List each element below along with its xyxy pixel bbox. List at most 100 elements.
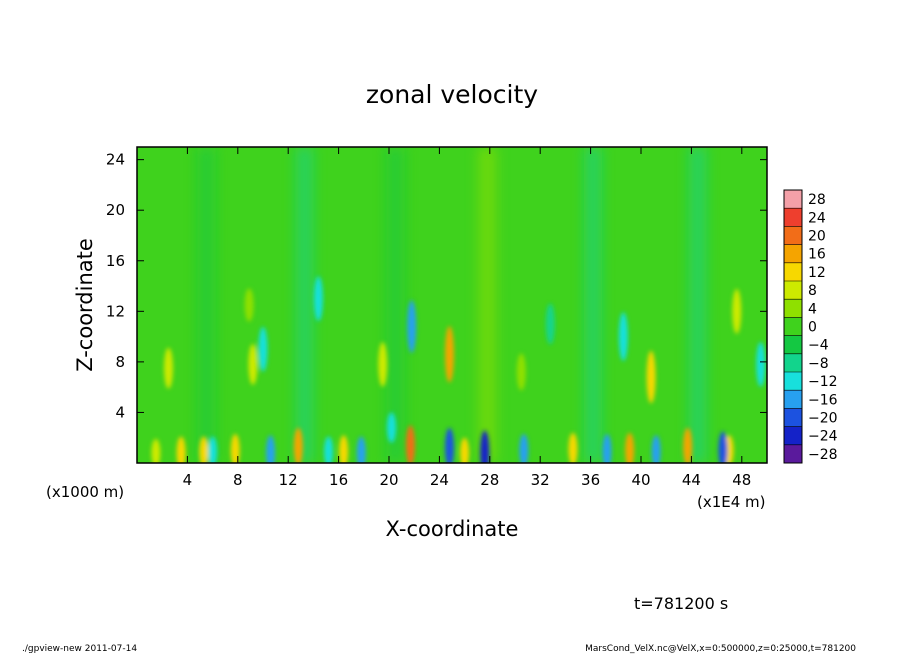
heatmap-feature: [625, 432, 635, 463]
heatmap-feature: [324, 436, 334, 463]
heatmap-feature: [164, 347, 173, 389]
heatmap-band: [386, 147, 405, 463]
heatmap-band: [688, 147, 707, 463]
heatmap-feature: [293, 427, 303, 463]
colorbar-swatch: [784, 244, 802, 263]
colorbar-label: 16: [808, 247, 826, 263]
heatmap-band: [478, 147, 497, 463]
heatmap-feature: [339, 435, 349, 463]
heatmap-feature: [646, 350, 656, 404]
colorbar-swatch: [784, 372, 802, 391]
x-tick-label: 4: [183, 471, 193, 489]
colorbar-label: 28: [808, 192, 826, 208]
heatmap-feature: [444, 326, 454, 383]
x-tick-label: 32: [531, 471, 550, 489]
x-axis-ticks: 4 8 12 16 20 24 28 32 36 40 44 48: [183, 147, 751, 489]
colorbar-swatch: [784, 353, 802, 372]
heatmap-feature: [516, 353, 526, 391]
heatmap-feature: [618, 312, 628, 361]
x-tick-label: 36: [581, 471, 600, 489]
y-tick-label: 16: [106, 252, 125, 270]
heatmap-feature: [519, 433, 529, 463]
colorbar-label: −8: [808, 356, 829, 372]
colorbar-swatch: [784, 426, 802, 445]
heatmap-band: [295, 147, 314, 463]
colorbar-label: −16: [808, 392, 838, 408]
colorbar-label: −12: [808, 374, 838, 390]
x-tick-label: 28: [480, 471, 499, 489]
time-annotation: t=781200 s: [634, 594, 728, 613]
colorbar-label: 4: [808, 301, 817, 317]
colorbar-swatch: [784, 390, 802, 409]
heatmap-feature: [568, 432, 578, 463]
colorbar-swatch: [784, 226, 802, 245]
x-axis-label: X-coordinate: [386, 517, 519, 541]
colorbar-swatch: [784, 408, 802, 427]
colorbar-label: −24: [808, 429, 838, 445]
heatmap-background: [137, 147, 767, 463]
heatmap-feature: [651, 435, 661, 463]
colorbar-swatch: [784, 299, 802, 318]
colorbar-swatch: [784, 208, 802, 227]
heatmap-feature: [756, 342, 766, 387]
heatmap-feature: [387, 412, 397, 443]
heatmap-feature: [718, 431, 728, 463]
y-unit-label: (x1000 m): [46, 483, 124, 501]
heatmap-feature: [683, 427, 693, 463]
heatmap-feature: [545, 303, 555, 345]
chart-title: zonal velocity: [366, 80, 538, 109]
heatmap-feature: [405, 425, 415, 463]
heatmap-feature: [230, 433, 240, 463]
x-unit-label: (x1E4 m): [697, 493, 766, 511]
colorbar-swatch: [784, 317, 802, 336]
x-tick-label: 12: [279, 471, 298, 489]
heatmap-band: [584, 147, 603, 463]
heatmap-feature: [732, 288, 742, 334]
y-axis-ticks: 4 8 12 16 20 24: [106, 151, 767, 421]
heatmap-bands: [197, 147, 707, 463]
colorbar-label: 20: [808, 229, 826, 245]
colorbar: 28 24 20 16 12 8 4 0 −4 −8 −12 −16 −20 −24 −28: [783, 189, 838, 464]
colorbar-swatch: [784, 262, 802, 281]
heatmap-feature: [444, 427, 454, 463]
y-tick-label: 12: [106, 302, 125, 320]
colorbar-label: −4: [808, 338, 829, 354]
colorbar-frame: [783, 189, 803, 464]
y-tick-label: 24: [106, 151, 125, 169]
x-tick-label: 16: [329, 471, 348, 489]
y-tick-label: 4: [115, 403, 125, 421]
colorbar-label: −28: [808, 447, 838, 463]
colorbar-label: −20: [808, 411, 838, 427]
x-tick-label: 44: [682, 471, 701, 489]
heatmap-feature: [266, 435, 276, 463]
x-tick-label: 20: [379, 471, 398, 489]
heatmap-features: [151, 276, 766, 463]
heatmap-feature: [258, 326, 268, 372]
heatmap-feature: [602, 434, 612, 463]
y-axis-label: Z-coordinate: [73, 238, 97, 372]
x-tick-label: 8: [233, 471, 243, 489]
heatmap-feature: [199, 436, 209, 463]
heatmap-feature: [313, 276, 323, 322]
heatmap-feature: [176, 436, 186, 463]
heatmap-feature: [248, 343, 258, 385]
footer-right: MarsCond_VelX.nc@VelX,x=0:500000,z=0:250…: [585, 644, 856, 654]
x-tick-label: 24: [430, 471, 449, 489]
heatmap-feature: [378, 342, 388, 387]
heatmap-feature: [208, 436, 218, 463]
colorbar-label: 0: [808, 320, 817, 336]
x-tick-label: 40: [631, 471, 650, 489]
footer-left: ./gpview-new 2011-07-14: [22, 644, 137, 654]
colorbar-label: 24: [808, 210, 826, 226]
heatmap-feature: [460, 437, 470, 463]
heatmap-feature: [151, 438, 161, 463]
heatmap-band: [197, 147, 216, 463]
x-tick-label: 48: [732, 471, 751, 489]
colorbar-swatch: [784, 190, 802, 209]
heatmap-feature: [407, 300, 417, 353]
heatmap-feature: [244, 288, 254, 322]
heatmap-feature: [480, 430, 490, 463]
heatmap-feature: [356, 436, 366, 463]
